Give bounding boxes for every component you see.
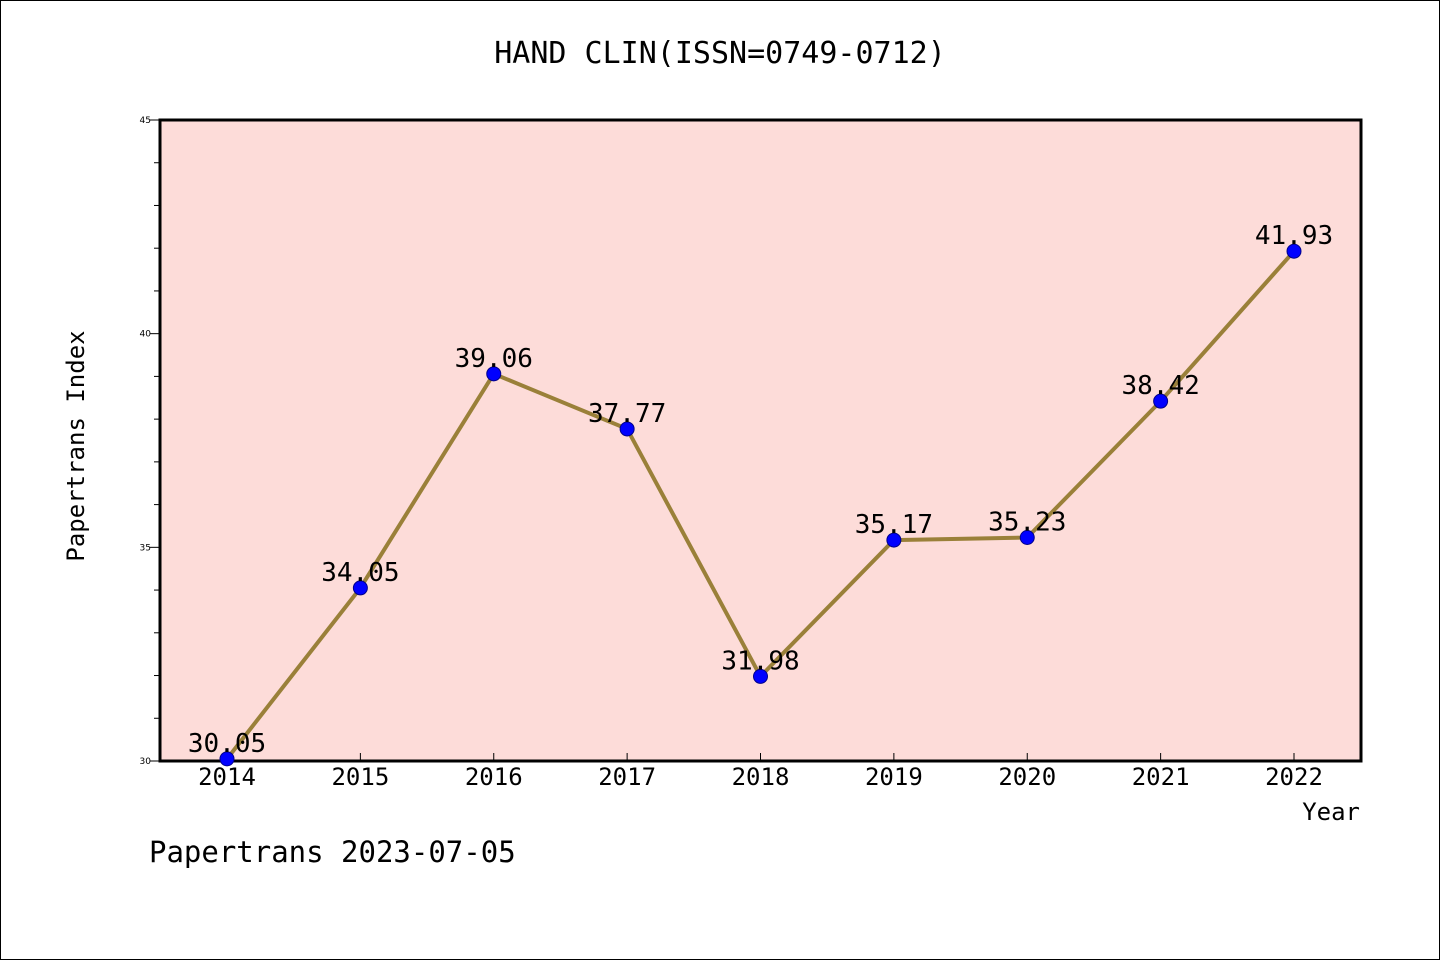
x-tick-label: 2017 bbox=[598, 763, 656, 791]
data-point-marker bbox=[886, 532, 902, 548]
x-tick-label: 2018 bbox=[732, 763, 790, 791]
y-tick-label: 30 bbox=[140, 757, 152, 767]
data-point-marker bbox=[1153, 393, 1169, 409]
data-point-marker bbox=[619, 421, 635, 437]
x-tick-label: 2015 bbox=[331, 763, 389, 791]
x-tick-label: 2016 bbox=[465, 763, 523, 791]
x-tick-label: 2014 bbox=[198, 763, 256, 791]
data-point-marker bbox=[753, 668, 768, 684]
data-point-marker bbox=[486, 366, 502, 382]
data-label: 37.77 bbox=[588, 399, 666, 429]
x-axis-label: Year bbox=[1302, 798, 1360, 826]
y-axis-label: Papertrans Index bbox=[62, 330, 90, 561]
data-label: 30.05 bbox=[188, 729, 266, 759]
y-tick-label: 45 bbox=[140, 116, 151, 126]
data-point-marker bbox=[352, 580, 368, 596]
data-point-marker bbox=[1286, 243, 1302, 259]
data-label: 38.42 bbox=[1121, 371, 1199, 401]
data-label: 34.05 bbox=[321, 558, 399, 588]
data-point-marker bbox=[1019, 530, 1035, 546]
x-tick-label: 2020 bbox=[998, 763, 1056, 791]
data-label: 41.93 bbox=[1255, 221, 1333, 251]
y-tick-label: 40 bbox=[140, 330, 152, 340]
data-point-marker bbox=[219, 751, 235, 767]
y-tick-label: 35 bbox=[140, 543, 151, 553]
x-tick-label: 2022 bbox=[1265, 763, 1323, 791]
footer-watermark: Papertrans 2023-07-05 bbox=[149, 835, 516, 869]
chart-title: HAND CLIN(ISSN=0749-0712) bbox=[494, 36, 946, 71]
data-label: 35.17 bbox=[855, 510, 933, 540]
data-label: 31.98 bbox=[721, 646, 799, 676]
x-tick-label: 2021 bbox=[1132, 763, 1190, 791]
plot-area bbox=[158, 118, 1363, 763]
data-label: 35.23 bbox=[988, 508, 1066, 538]
x-tick-label: 2019 bbox=[865, 763, 923, 791]
data-label: 39.06 bbox=[455, 344, 533, 374]
